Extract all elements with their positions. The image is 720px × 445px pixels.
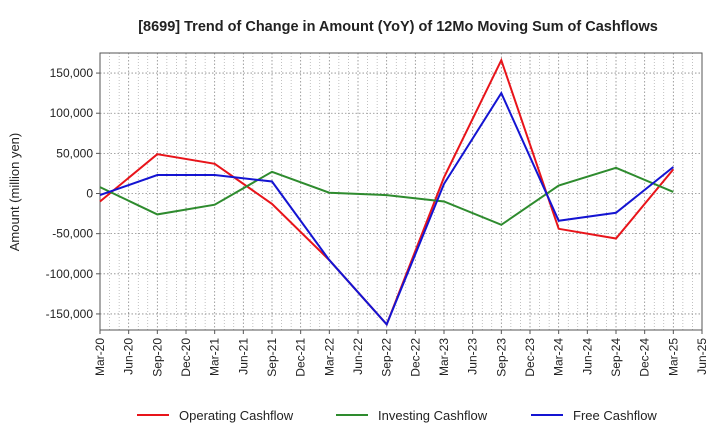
x-tick-label: Dec-20 bbox=[179, 338, 193, 377]
x-tick-label: Mar-20 bbox=[93, 338, 107, 376]
x-tick-label: Dec-21 bbox=[294, 338, 308, 377]
x-tick-label: Sep-22 bbox=[380, 338, 394, 377]
x-tick-label: Dec-22 bbox=[408, 338, 422, 377]
x-tick-label: Jun-21 bbox=[236, 338, 250, 375]
y-tick-label: -100,000 bbox=[46, 267, 94, 281]
y-tick-label: -150,000 bbox=[46, 307, 94, 321]
x-tick-label: Sep-23 bbox=[494, 338, 508, 377]
y-tick-label: 50,000 bbox=[56, 146, 93, 160]
y-tick-label: -50,000 bbox=[52, 227, 93, 241]
axis-layer: Mar-20 Jun-20 Sep-20 Dec-20 Mar-21 Jun-21 Sep-… bbox=[46, 52, 709, 377]
x-tick-label: Jun-23 bbox=[466, 338, 480, 375]
plot-frame bbox=[99, 52, 703, 331]
y-tick-label: 0 bbox=[86, 187, 93, 201]
x-tick-label: Jun-20 bbox=[122, 338, 136, 375]
legend: Operating Cashflow Investing Cashflow Free… bbox=[137, 408, 657, 423]
x-tick-label: Dec-23 bbox=[523, 338, 537, 377]
x-tick-label: Sep-21 bbox=[265, 338, 279, 377]
x-tick-label: Mar-25 bbox=[666, 338, 680, 376]
x-tick-label: Mar-24 bbox=[552, 338, 566, 376]
x-tick-label: Mar-23 bbox=[437, 338, 451, 376]
x-tick-label: Dec-24 bbox=[638, 338, 652, 377]
series-line-investing-cashflow bbox=[99, 166, 674, 226]
x-tick-label: Jun-24 bbox=[580, 338, 594, 375]
x-tick-label: Mar-21 bbox=[208, 338, 222, 376]
y-axis-label: Amount (million yen) bbox=[7, 133, 22, 252]
x-tick-label: Mar-22 bbox=[322, 338, 336, 376]
x-tick-label: Sep-20 bbox=[150, 338, 164, 377]
series-layer bbox=[99, 57, 675, 327]
y-tick-label: 100,000 bbox=[50, 106, 94, 120]
series-line-free-cashflow bbox=[99, 90, 674, 327]
y-tick-label: 150,000 bbox=[50, 66, 94, 80]
x-tick-label: Jun-22 bbox=[351, 338, 365, 375]
legend-label-free-cashflow: Free Cashflow bbox=[573, 408, 657, 423]
legend-label-operating-cashflow: Operating Cashflow bbox=[179, 408, 294, 423]
chart-title: [8699] Trend of Change in Amount (YoY) o… bbox=[138, 19, 658, 35]
legend-label-investing-cashflow: Investing Cashflow bbox=[378, 408, 488, 423]
x-tick-label: Sep-24 bbox=[609, 338, 623, 377]
x-tick-label: Jun-25 bbox=[695, 338, 709, 375]
